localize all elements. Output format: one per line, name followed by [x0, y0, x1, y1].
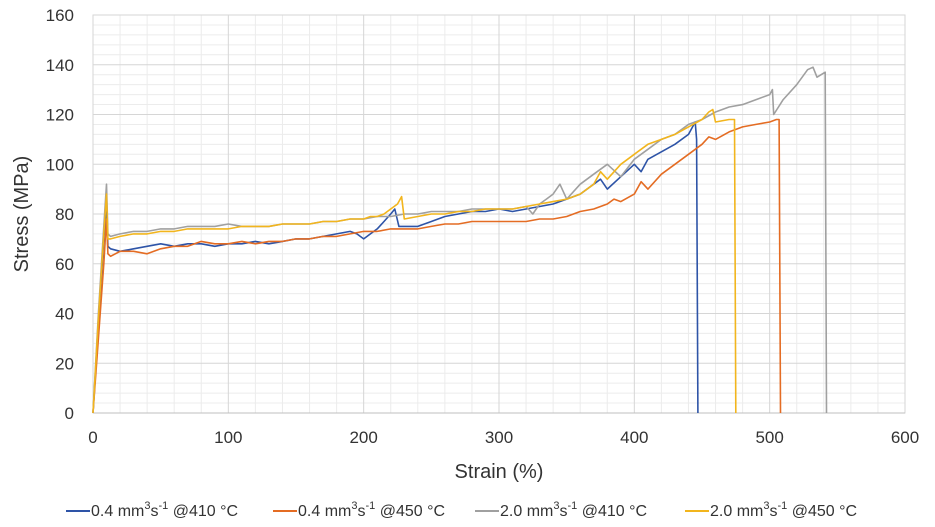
x-tick-label: 0 [88, 428, 97, 447]
legend-item-2: 0.4 mm3s-1 @450 °C [273, 500, 445, 520]
legend-label: 2.0 mm3s-1 @450 °C [710, 500, 857, 520]
y-tick-label: 100 [46, 155, 74, 174]
y-tick-label: 40 [55, 305, 74, 324]
x-tick-label: 100 [214, 428, 242, 447]
legend-item-4: 2.0 mm3s-1 @450 °C [685, 500, 857, 520]
y-tick-label: 140 [46, 56, 74, 75]
legend-label: 0.4 mm3s-1 @410 °C [91, 500, 238, 520]
y-axis-tick-labels: 0 20 40 60 80 100 120 140 160 [46, 6, 74, 423]
y-tick-label: 20 [55, 354, 74, 373]
x-tick-label: 500 [755, 428, 783, 447]
legend-label: 0.4 mm3s-1 @450 °C [298, 500, 445, 520]
axes [92, 14, 906, 414]
y-tick-label: 120 [46, 106, 74, 125]
legend: 0.4 mm3s-1 @410 °C 0.4 mm3s-1 @450 °C 2.0 … [66, 500, 857, 520]
x-tick-label: 300 [485, 428, 513, 447]
legend-item-1: 0.4 mm3s-1 @410 °C [66, 500, 238, 520]
x-tick-label: 600 [891, 428, 919, 447]
legend-item-3: 2.0 mm3s-1 @410 °C [475, 500, 647, 520]
x-tick-label: 200 [349, 428, 377, 447]
series-line-1 [92, 121, 699, 414]
y-tick-label: 0 [65, 404, 74, 423]
x-tick-label: 400 [620, 428, 648, 447]
plot-area [92, 14, 906, 414]
y-tick-label: 60 [55, 255, 74, 274]
x-axis-title: Strain (%) [455, 461, 544, 483]
legend-label: 2.0 mm3s-1 @410 °C [500, 500, 647, 520]
x-axis-tick-labels: 0 100 200 300 400 500 600 [88, 428, 919, 447]
series-line-4 [92, 108, 737, 414]
series-lines [92, 66, 828, 414]
y-axis-title: Stress (MPa) [11, 156, 33, 273]
y-tick-label: 80 [55, 205, 74, 224]
y-tick-label: 160 [46, 6, 74, 25]
series-line-2 [92, 118, 782, 414]
